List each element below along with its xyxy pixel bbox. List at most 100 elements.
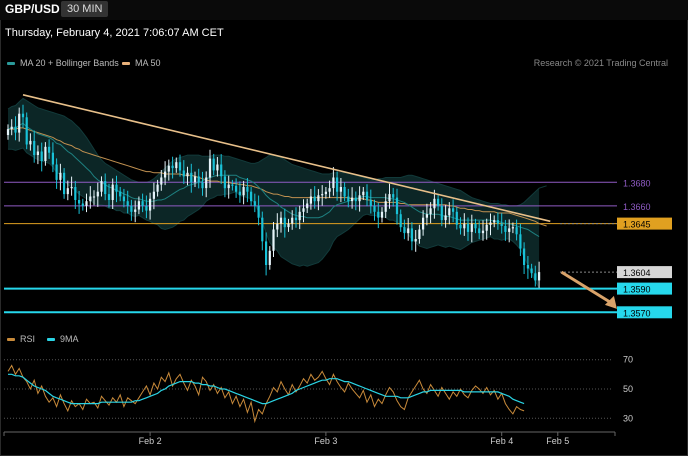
candle-body — [92, 196, 96, 198]
candle-body — [78, 200, 81, 204]
candle-body — [119, 191, 122, 197]
candle-body — [538, 272, 541, 281]
candle-body — [403, 227, 406, 234]
candle-body — [59, 172, 62, 180]
candle-body — [336, 177, 339, 192]
candle-body — [115, 184, 118, 192]
legend-ma20: MA 20 + Bollinger Bands — [7, 58, 119, 68]
candle-body — [309, 196, 312, 204]
candle-body — [265, 241, 268, 265]
price-label-bg-1.3604 — [617, 266, 672, 279]
candle-body — [21, 113, 25, 118]
candle-body — [126, 201, 129, 206]
candle-body — [470, 223, 473, 232]
candle-body — [10, 126, 13, 130]
candle-body — [261, 217, 264, 242]
candle-body — [182, 170, 185, 177]
candle-body — [440, 205, 443, 221]
candle-body — [321, 194, 324, 196]
candle-body — [85, 201, 88, 206]
candle-body — [167, 165, 170, 172]
ma20-line — [7, 122, 540, 238]
candle-body — [474, 223, 477, 229]
candle-body — [463, 223, 466, 229]
legend-rsi-label: RSI — [20, 334, 36, 344]
candle-body — [104, 181, 107, 195]
candle-body — [302, 208, 305, 212]
candle-body — [74, 187, 77, 200]
price-label-1.3680: 1.3680 — [623, 178, 651, 188]
price-label-bg-1.3590 — [617, 282, 672, 295]
candle-body — [272, 229, 275, 251]
legend-9ma: 9MA — [47, 334, 79, 344]
datetime-label: Thursday, February 4, 2021 7:06:07 AM CE… — [5, 27, 224, 39]
candle-body — [358, 195, 361, 202]
candle-body — [489, 222, 492, 225]
candle-body — [227, 184, 230, 189]
candle-body — [523, 248, 526, 265]
candle-body — [377, 211, 380, 218]
candle-body — [242, 187, 245, 196]
price-label-bg-1.3680 — [617, 176, 672, 189]
descending-trendline — [22, 94, 551, 223]
ma20-swatch-icon — [7, 61, 15, 65]
candle-body — [395, 197, 399, 215]
price-label-1.3604: 1.3604 — [623, 268, 651, 278]
candle-body — [294, 217, 298, 221]
candle-body — [508, 228, 511, 232]
candle-body — [156, 184, 159, 192]
candle-body — [433, 198, 436, 209]
candle-body — [496, 220, 499, 224]
candle-body — [478, 228, 481, 234]
candle-body — [339, 187, 342, 192]
candle-body — [235, 185, 238, 192]
candle-body — [380, 211, 384, 218]
price-label-1.3645: 1.3645 — [623, 220, 651, 230]
rsi-swatch-icon — [7, 337, 15, 341]
candle-body — [268, 250, 271, 265]
candle-body — [197, 176, 200, 183]
candle-body — [519, 234, 522, 249]
candle-body — [134, 209, 137, 212]
candle-body — [279, 217, 283, 224]
candle-body — [354, 197, 357, 202]
candle-body — [55, 164, 58, 180]
price-label-1.3570: 1.3570 — [623, 308, 651, 318]
candle-body — [276, 223, 279, 230]
candle-body — [365, 191, 369, 200]
candle-body — [107, 194, 111, 200]
candle-body — [111, 184, 114, 200]
legend-ma20-label: MA 20 + Bollinger Bands — [20, 58, 119, 68]
candle-body — [369, 200, 372, 206]
candle-body — [410, 228, 413, 242]
candle-body — [384, 201, 387, 212]
candle-body — [6, 129, 10, 135]
candle-body — [298, 211, 301, 221]
x-tick-label: Feb 5 — [546, 436, 569, 446]
projection-arrow-line — [560, 270, 614, 306]
candle-body — [422, 217, 425, 230]
candle-body — [44, 146, 47, 161]
timeframe-badge[interactable]: 30 MIN — [61, 1, 109, 17]
candle-body — [362, 191, 365, 196]
candle-body — [14, 126, 17, 133]
candle-body — [70, 187, 73, 189]
candle-body — [212, 158, 215, 171]
rsi-tick-50: 50 — [623, 384, 633, 394]
x-tick-label: Feb 2 — [139, 436, 162, 446]
legend-9ma-label: 9MA — [60, 334, 79, 344]
rsi-tick-70: 70 — [623, 355, 633, 365]
candle-body — [511, 227, 514, 229]
candle-body — [459, 224, 462, 229]
candle-body — [246, 187, 249, 192]
candle-body — [193, 176, 197, 183]
candle-body — [481, 230, 485, 234]
candle-body — [216, 164, 219, 171]
candle-body — [164, 171, 167, 178]
candle-body — [81, 203, 84, 206]
candle-body — [530, 268, 533, 274]
candle-body — [452, 208, 455, 212]
candle-body — [500, 223, 503, 226]
candle-body — [186, 172, 189, 177]
